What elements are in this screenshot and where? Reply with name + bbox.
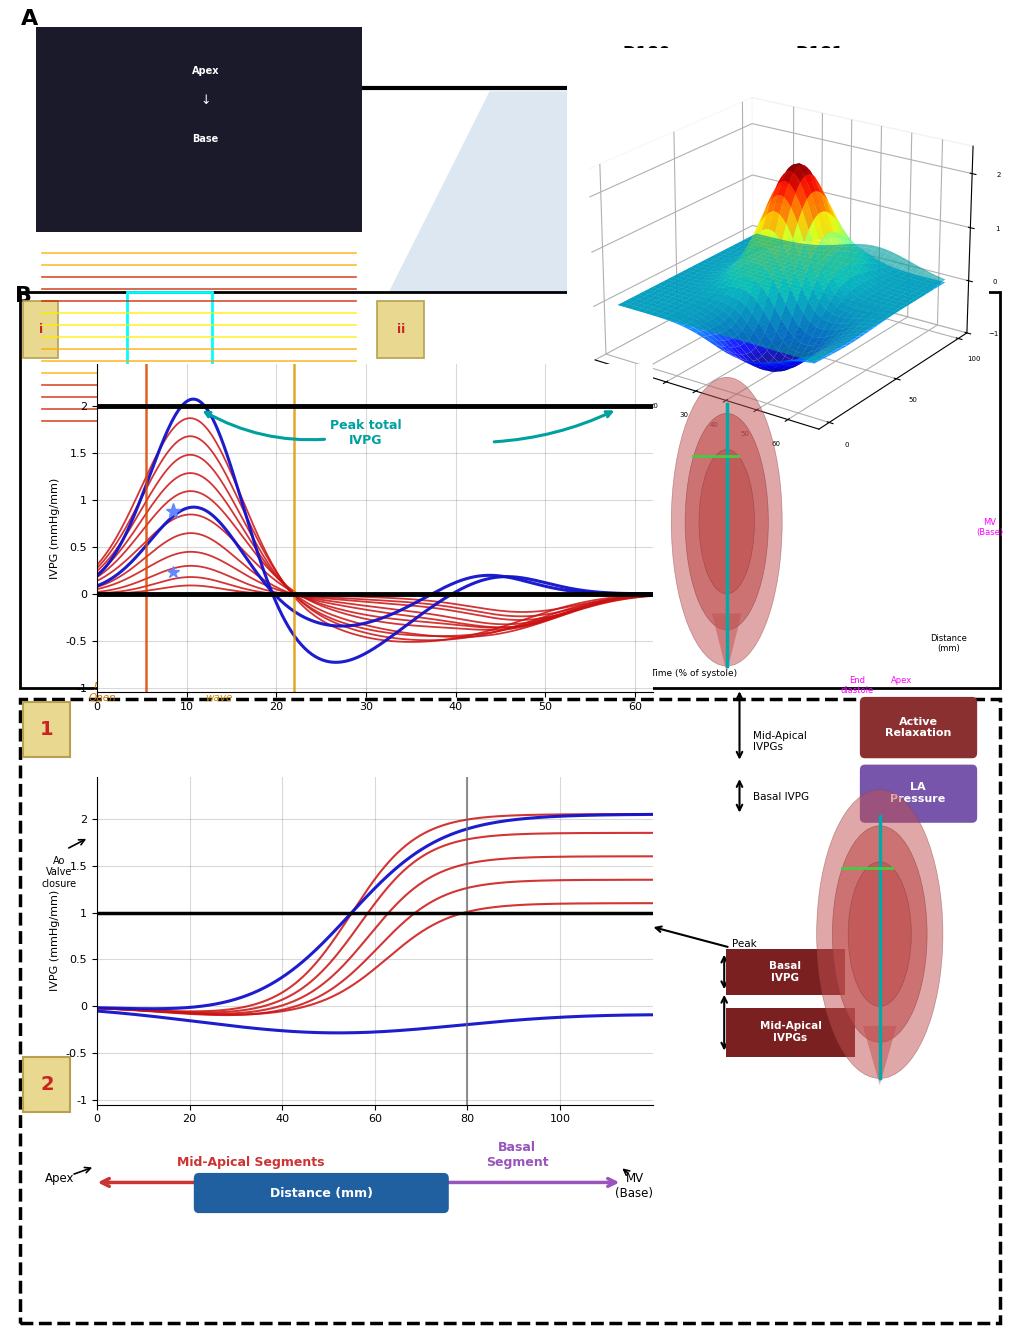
Ellipse shape: [848, 862, 910, 1007]
Y-axis label: IVPG (mmHg/mm): IVPG (mmHg/mm): [50, 478, 60, 578]
Text: Peak
Total
IVPG: Peak Total IVPG: [732, 940, 756, 972]
Text: CMME: CMME: [168, 665, 219, 682]
Text: Mid-Apical Segments: Mid-Apical Segments: [177, 1156, 324, 1169]
FancyBboxPatch shape: [377, 301, 424, 359]
FancyBboxPatch shape: [726, 1008, 854, 1056]
Text: Active
Relaxation: Active Relaxation: [883, 716, 951, 738]
Text: ii: ii: [396, 323, 405, 336]
Text: End
diastole: End diastole: [840, 676, 872, 695]
Text: Mid-Apical
IVPGs: Mid-Apical IVPGs: [759, 1022, 820, 1043]
Text: Peak total
IVPG: Peak total IVPG: [205, 412, 401, 447]
Text: Apex: Apex: [45, 1172, 73, 1185]
Text: A: A: [20, 9, 38, 29]
Text: End
diastole: End diastole: [536, 857, 575, 878]
Text: i: i: [39, 323, 43, 336]
Ellipse shape: [698, 450, 754, 595]
Text: -Induction of MI
(LAD Ligation): -Induction of MI (LAD Ligation): [92, 106, 168, 182]
Bar: [36, 27, 362, 233]
FancyBboxPatch shape: [859, 765, 976, 822]
Text: Base: Base: [193, 134, 218, 145]
Text: MV
(Base): MV (Base): [975, 518, 1002, 537]
Text: Mid-Apical
IVPGs: Mid-Apical IVPGs: [752, 731, 806, 753]
Text: Peak E
wave: Peak E wave: [202, 682, 236, 703]
FancyBboxPatch shape: [20, 292, 999, 688]
Text: -Catheter based
hemodynamics (IVP): -Catheter based hemodynamics (IVP): [805, 100, 902, 197]
Text: Time (% of systole): Time (% of systole): [254, 828, 388, 841]
Text: Apex: Apex: [890, 676, 911, 684]
Text: 2: 2: [40, 1075, 54, 1094]
Text: MV
Open: MV Open: [88, 682, 116, 703]
Text: B: B: [15, 287, 33, 307]
Polygon shape: [387, 91, 713, 295]
Ellipse shape: [671, 378, 782, 665]
FancyBboxPatch shape: [23, 702, 70, 757]
Text: -Conventional Echo
-CMME for IVPG: -Conventional Echo -CMME for IVPG: [642, 100, 734, 191]
Text: 1: 1: [40, 720, 54, 739]
Bar: [127, 292, 212, 387]
Text: D0: D0: [71, 46, 97, 63]
Polygon shape: [711, 613, 741, 672]
Text: ↓: ↓: [200, 94, 211, 107]
Ellipse shape: [832, 826, 926, 1042]
FancyBboxPatch shape: [859, 696, 976, 758]
Polygon shape: [862, 1026, 896, 1085]
FancyBboxPatch shape: [726, 948, 844, 995]
Text: Distance (mm): Distance (mm): [270, 1186, 372, 1200]
FancyBboxPatch shape: [23, 301, 58, 359]
Text: Basal
Segment: Basal Segment: [485, 1141, 548, 1169]
Ellipse shape: [685, 414, 767, 629]
Text: D180: D180: [622, 46, 669, 63]
Text: Time (% of systole): Time (% of systole): [649, 668, 737, 678]
Text: IVPG (mmHg/
mm): IVPG (mmHg/ mm): [583, 388, 643, 408]
Ellipse shape: [816, 790, 942, 1078]
Text: MV
(Base): MV (Base): [614, 1172, 653, 1200]
Text: MATLAB
Analysis
of
CMME: MATLAB Analysis of CMME: [441, 473, 506, 534]
Text: Apex: Apex: [192, 66, 219, 76]
FancyBboxPatch shape: [194, 1173, 448, 1213]
Text: D181: D181: [795, 46, 843, 63]
Text: Distance
(mm): Distance (mm): [929, 635, 966, 653]
Text: Basal
IVPG: Basal IVPG: [768, 961, 801, 983]
FancyBboxPatch shape: [20, 699, 999, 1323]
Y-axis label: IVPG (mmHg/mm): IVPG (mmHg/mm): [50, 890, 60, 991]
Text: Ao Valve
closure: Ao Valve closure: [571, 676, 607, 695]
FancyBboxPatch shape: [23, 1056, 70, 1111]
Text: Basal IVPG: Basal IVPG: [752, 793, 808, 802]
Text: LA
Pressure: LA Pressure: [890, 782, 945, 803]
FancyBboxPatch shape: [194, 814, 448, 854]
Text: Ao
Valve
closure: Ao Valve closure: [42, 856, 76, 889]
